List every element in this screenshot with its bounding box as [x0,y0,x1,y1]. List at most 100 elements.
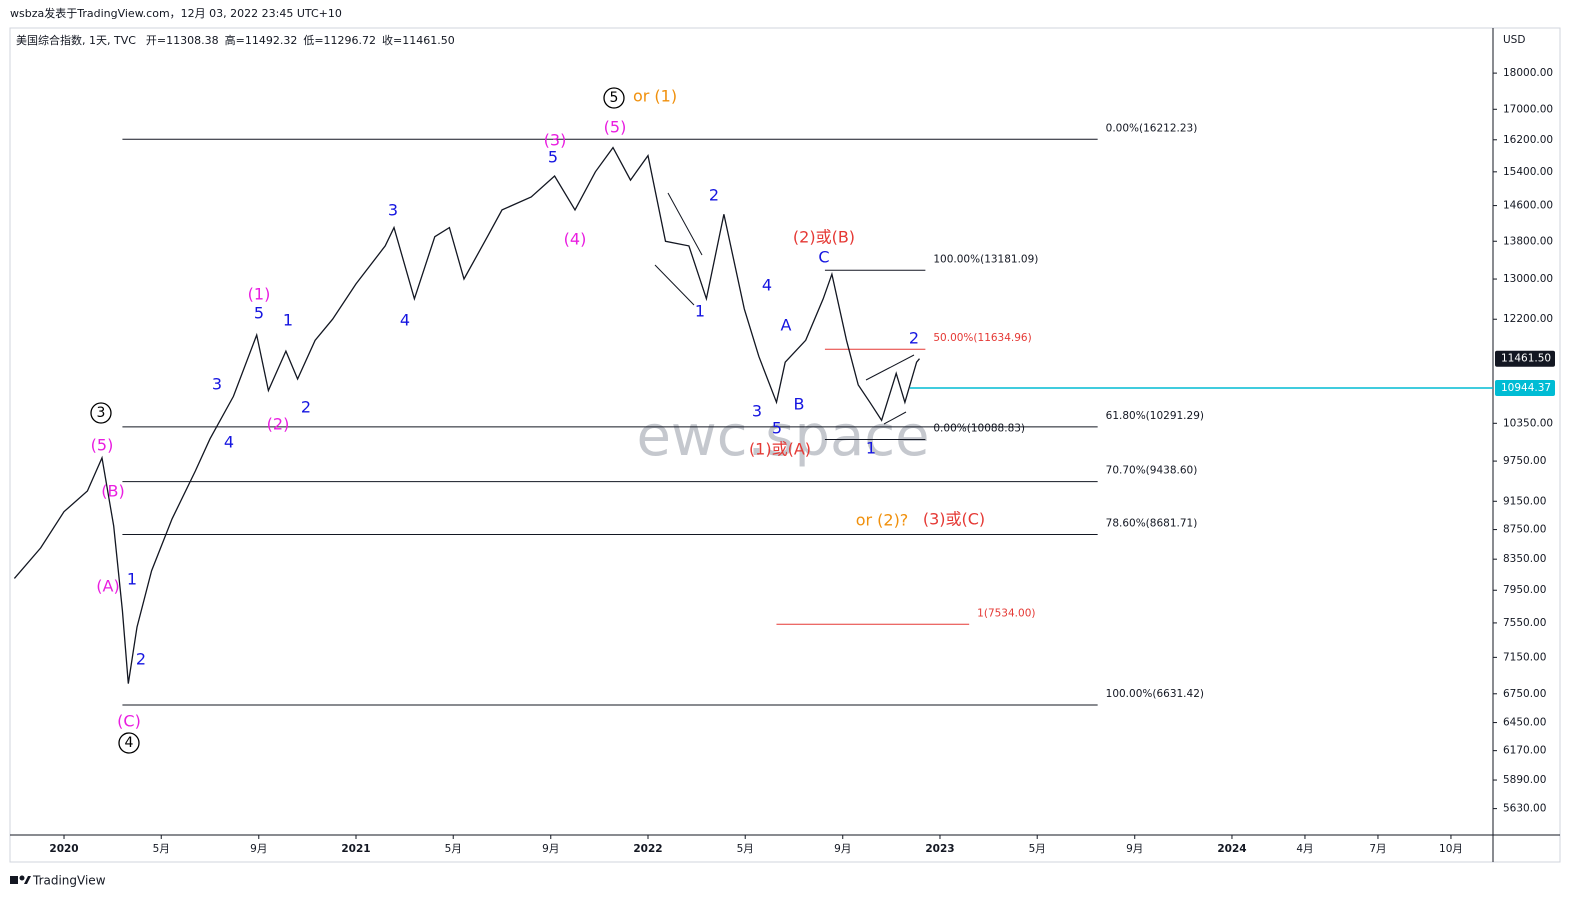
price-tag-label: 10944.37 [1501,382,1551,394]
ohlc-value: 开=11308.38 [146,34,219,47]
price-tag-label: 11461.50 [1501,353,1551,365]
wave-label: (5) [604,118,627,137]
wave-label: (1)或(A) [749,440,811,459]
y-tick-label: 9750.00 [1503,455,1546,467]
symbol: 美国综合指数, 1天, TVC [16,33,136,47]
wave-label: 4 [762,276,772,295]
y-tick-label: 13800.00 [1503,235,1553,247]
fib-label: 61.80%(10291.29) [1106,410,1204,422]
wave-label: (3)或(C) [923,510,985,529]
wave-label: or (1) [633,87,677,106]
wave-label: (B) [101,482,124,501]
wave-circle [90,402,112,424]
brand-logo [10,875,31,884]
y-tick-label: 13000.00 [1503,273,1553,285]
fib-label: 100.00%(6631.42) [1106,688,1204,700]
y-tick-label: 12200.00 [1503,313,1553,325]
x-tick-label: 7月 [1369,843,1386,855]
fib-label: 100.00%(13181.09) [933,253,1038,265]
wave-label: 5 [254,304,264,323]
fib-label: 1(7534.00) [977,607,1035,619]
y-tick-label: 7550.00 [1503,617,1546,629]
x-tick-label: 9月 [1126,843,1143,855]
wave-label: 4 [125,735,134,751]
wave-label: (C) [117,712,141,731]
wave-label: 2 [709,186,719,205]
y-tick-label: 8350.00 [1503,553,1546,565]
wave-label: (2)或(B) [793,228,855,247]
x-tick-label: 2020 [49,843,78,855]
wave-label: (2) [267,415,290,434]
wave-label: (1) [248,285,271,304]
x-tick-label: 5月 [445,843,462,855]
wave-label: B [794,395,805,414]
y-tick-label: 15400.00 [1503,166,1553,178]
x-tick-label: 9月 [834,843,851,855]
y-tick-label: 9150.00 [1503,495,1546,507]
wave-label: 1 [866,439,876,458]
x-tick-label: 10月 [1439,843,1463,855]
price-tag [1495,379,1555,396]
wave-label: (3) [544,131,567,150]
wave-circle [603,87,625,109]
y-tick-label: 7150.00 [1503,651,1546,663]
wave-label: 2 [909,329,919,348]
x-tick-label: 2021 [341,843,370,855]
caption: wsbza发表于TradingView.com，12月 03, 2022 23:… [10,6,342,20]
wave-label: 1 [283,311,293,330]
wave-label: 1 [127,570,137,589]
x-tick-label: 5月 [153,843,170,855]
y-tick-label: 17000.00 [1503,103,1553,115]
brand: TradingView [32,874,106,888]
wave-label: 1 [695,302,705,321]
fib-label: 78.60%(8681.71) [1106,518,1198,530]
y-tick-label: 18000.00 [1503,67,1553,79]
wave-label: or (2)? [856,511,909,530]
wave-label: (A) [96,577,119,596]
wave-label: 4 [400,311,410,330]
ohlc-value: 低=11296.72 [303,34,376,47]
currency: USD [1503,34,1525,46]
wave-label: 5 [772,419,782,438]
price-tag [1495,350,1555,367]
wave-label: (4) [564,230,587,249]
wave-label: (5) [91,436,114,455]
price-line-series [13,146,921,684]
fib-label: 0.00%(16212.23) [1106,122,1198,134]
wave-label: 5 [610,90,619,106]
x-tick-label: 2024 [1217,843,1246,855]
wave-label: 4 [224,433,234,452]
wave-circle [118,732,140,754]
y-tick-label: 7950.00 [1503,584,1546,596]
wave-label: 2 [301,398,311,417]
wave-label: 2 [136,650,146,669]
wave-label: 5 [548,148,558,167]
ohlc-value: 收=11461.50 [382,33,455,47]
y-tick-label: 5890.00 [1503,774,1546,786]
y-tick-label: 6450.00 [1503,717,1546,729]
x-tick-label: 9月 [250,843,267,855]
x-tick-label: 4月 [1296,843,1313,855]
fib-label: 50.00%(11634.96) [933,332,1031,344]
x-tick-label: 5月 [1029,843,1046,855]
x-tick-label: 2023 [925,843,954,855]
fib-label: 70.70%(9438.60) [1106,465,1198,477]
ohlc-value: 高=11492.32 [225,33,298,47]
wave-label: C [818,248,829,267]
trend-lines [654,192,915,425]
fib-label: 0.00%(10088.83) [933,422,1025,434]
y-tick-label: 16200.00 [1503,134,1553,146]
wave-label: 3 [752,402,762,421]
watermark: ewc.space [636,404,929,469]
y-tick-label: 14600.00 [1503,200,1553,212]
y-tick-label: 5630.00 [1503,803,1546,815]
x-tick-label: 9月 [542,843,559,855]
y-tick-label: 6170.00 [1503,745,1546,757]
frame [9,27,1561,863]
y-tick-label: 6750.00 [1503,688,1546,700]
y-tick-label: 10350.00 [1503,417,1553,429]
wave-label: 3 [388,201,398,220]
y-tick-label: 8750.00 [1503,524,1546,536]
wave-label: 3 [212,375,222,394]
